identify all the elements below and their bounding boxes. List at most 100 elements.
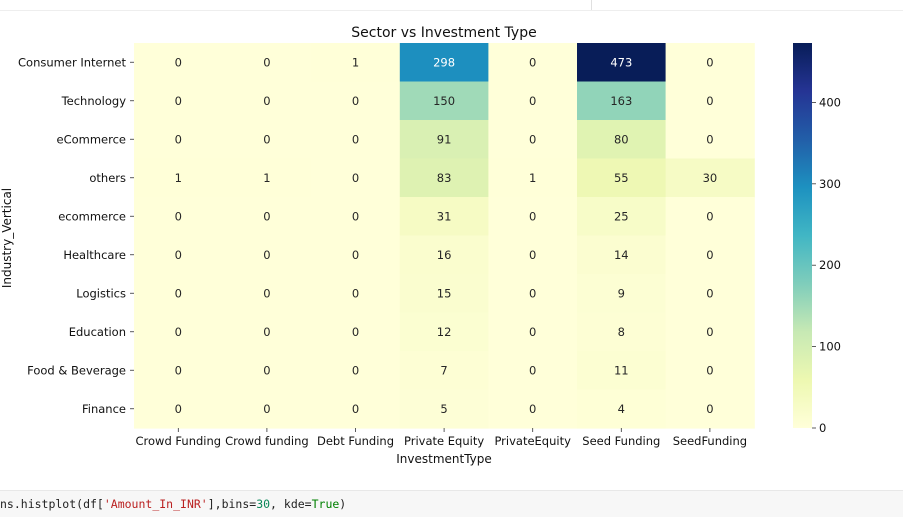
cell-annotation: 12 (437, 325, 452, 339)
y-axis-ticks: Consumer Internet Technology eCommerce othe… (18, 55, 134, 416)
heatmap-cell (222, 81, 312, 121)
heatmap-cell (134, 197, 224, 237)
heatmap-cell (311, 312, 401, 352)
code-suffix: ) (339, 497, 347, 511)
cell-annotation: 9 (618, 286, 625, 300)
heatmap-cell (488, 312, 578, 352)
cell-annotation: 0 (352, 171, 359, 185)
cell-annotation: 0 (175, 325, 182, 339)
cell-annotation: 0 (352, 325, 359, 339)
cell-annotation: 1 (263, 171, 270, 185)
code-prefix: ns.histplot(df[ (0, 497, 104, 511)
heatmap-cell (488, 274, 578, 314)
cell-annotation: 0 (263, 286, 270, 300)
cell-annotation: 0 (706, 94, 713, 108)
x-tick-label: Private Equity (404, 434, 484, 448)
cell-annotation: 0 (263, 402, 270, 416)
cell-annotation: 0 (263, 209, 270, 223)
y-tick-label: Finance (82, 402, 126, 416)
code-cell[interactable]: ns.histplot(df['Amount_In_INR'],bins=30,… (0, 490, 903, 517)
cell-annotation: 0 (263, 363, 270, 377)
y-tick-label: eCommerce (57, 132, 127, 146)
heatmap-cell (134, 120, 224, 160)
heatmap-cell (577, 389, 667, 429)
x-axis-label: InvestmentType (396, 452, 492, 466)
cell-annotation: 31 (437, 209, 452, 223)
colorbar-tick-label: 0 (819, 421, 826, 435)
cell-annotation: 0 (529, 209, 536, 223)
heatmap-cell (134, 389, 224, 429)
cell-annotation: 8 (618, 325, 625, 339)
cell-annotation: 0 (706, 248, 713, 262)
cell-annotation: 0 (706, 286, 713, 300)
cell-annotation: 91 (437, 132, 452, 146)
colorbar-tick-label: 300 (819, 177, 841, 191)
cell-annotation: 0 (706, 402, 713, 416)
cell-annotation: 0 (706, 363, 713, 377)
heatmap-cell (134, 235, 224, 275)
colorbar-tick-label: 400 (819, 95, 841, 109)
heatmap-cell (134, 81, 224, 121)
colorbar (793, 43, 812, 428)
cell-annotation: 0 (529, 402, 536, 416)
heatmap-cell (399, 43, 489, 83)
heatmap-cell (222, 351, 312, 391)
heatmap-cell (488, 43, 578, 83)
cell-annotation: 4 (618, 402, 625, 416)
cell-annotation: 83 (437, 171, 452, 185)
cell-annotation: 0 (529, 248, 536, 262)
y-tick-label: Consumer Internet (18, 55, 126, 69)
y-tick-label: ecommerce (58, 209, 126, 223)
cell-annotation: 0 (175, 209, 182, 223)
heatmap-cell (399, 120, 489, 160)
heatmap-cell (665, 120, 755, 160)
heatmap-cell (311, 197, 401, 237)
heatmap-cell (488, 351, 578, 391)
heatmap-cell (311, 158, 401, 198)
cell-annotation: 1 (529, 171, 536, 185)
cell-annotation: 0 (706, 132, 713, 146)
cell-annotation: 0 (352, 402, 359, 416)
cell-annotation: 11 (614, 363, 629, 377)
heatmap-cell (665, 274, 755, 314)
heatmap-cell (665, 312, 755, 352)
heatmap-cell (665, 235, 755, 275)
cell-annotation: 0 (529, 325, 536, 339)
y-tick-label: Technology (61, 94, 127, 108)
heatmap-cells (134, 43, 755, 429)
cell-annotation: 16 (437, 248, 452, 262)
heatmap-cell (222, 312, 312, 352)
x-tick-label: Crowd Funding (136, 434, 222, 448)
heatmap-cell (134, 312, 224, 352)
y-tick-label: Logistics (76, 286, 126, 300)
y-tick-label: Food & Beverage (27, 363, 126, 377)
cell-annotation: 25 (614, 209, 629, 223)
heatmap-annotations: 0 0 1 298 0 473 00 0 0 150 0 163 00 0 0 91 0 80 01 1 0 83 1 55 3… (175, 55, 718, 416)
heatmap-cell (222, 274, 312, 314)
heatmap-cell (577, 81, 667, 121)
heatmap-cell (134, 43, 224, 83)
cell-annotation: 0 (175, 55, 182, 69)
heatmap-cell (577, 43, 667, 83)
cell-annotation: 0 (175, 248, 182, 262)
cell-annotation: 0 (175, 94, 182, 108)
heatmap-cell (488, 389, 578, 429)
cell-annotation: 0 (352, 248, 359, 262)
heatmap-cell (311, 120, 401, 160)
cell-annotation: 0 (352, 209, 359, 223)
x-tick-label: SeedFunding (673, 434, 747, 448)
heatmap-cell (222, 43, 312, 83)
cell-annotation: 0 (352, 132, 359, 146)
x-tick-label: PrivateEquity (494, 434, 571, 448)
heatmap-cell (577, 197, 667, 237)
cell-annotation: 55 (614, 171, 629, 185)
heatmap-cell (665, 351, 755, 391)
colorbar-tick-label: 200 (819, 258, 841, 272)
code-keyword: True (311, 497, 340, 511)
code-mid: ],bins= (207, 497, 257, 511)
heatmap-cell (311, 351, 401, 391)
colorbar-tick-label: 100 (819, 340, 841, 354)
heatmap-cell (488, 197, 578, 237)
cell-annotation: 0 (263, 55, 270, 69)
cell-annotation: 0 (352, 94, 359, 108)
